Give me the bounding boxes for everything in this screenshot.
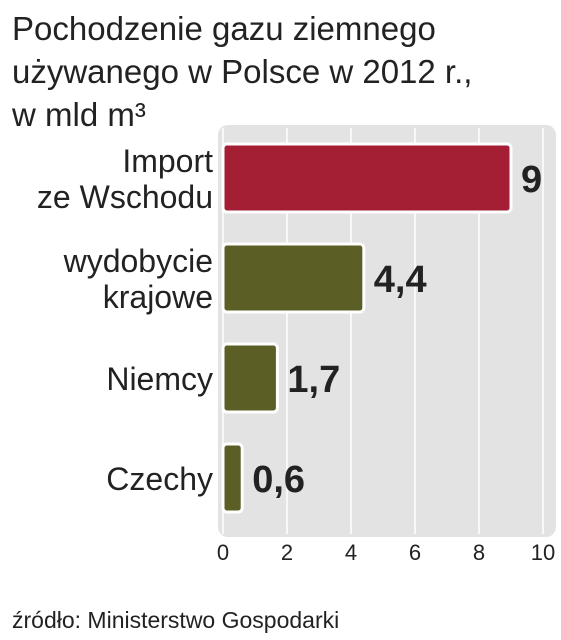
chart-title: w mld m³ (11, 96, 146, 133)
bar (221, 442, 244, 514)
category-label: Niemcy (106, 361, 213, 397)
x-tick-label: 6 (409, 540, 421, 565)
value-label: 9 (521, 159, 542, 201)
bar (221, 142, 513, 214)
x-tick-label: 2 (281, 540, 293, 565)
bar (221, 242, 366, 314)
plot-background (218, 125, 556, 537)
value-label: 4,4 (374, 259, 427, 301)
category-label: Import (122, 143, 213, 179)
value-label: 0,6 (252, 459, 305, 501)
chart-title: używanego w Polsce w 2012 r., (12, 53, 472, 90)
bar (221, 342, 279, 414)
x-tick-label: 0 (217, 540, 229, 565)
x-tick-label: 4 (345, 540, 357, 565)
x-tick-label: 8 (473, 540, 485, 565)
value-label: 1,7 (287, 359, 340, 401)
x-tick-label: 10 (531, 540, 555, 565)
category-label: wydobycie (63, 243, 213, 279)
category-label: ze Wschodu (37, 179, 213, 215)
category-label: Czechy (106, 461, 213, 497)
source: źródło: Ministerstwo Gospodarki (12, 607, 339, 633)
category-label: krajowe (103, 279, 213, 315)
chart-title: Pochodzenie gazu ziemnego (12, 10, 436, 47)
